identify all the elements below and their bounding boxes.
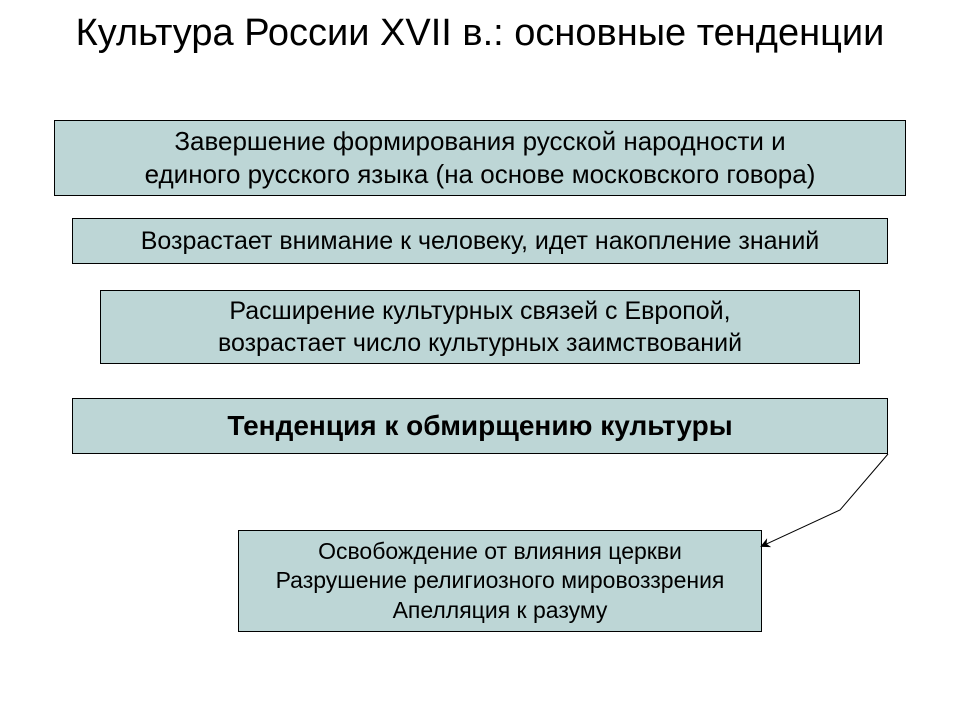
box4-line1: Тенденция к обмирщению культуры: [227, 408, 732, 444]
slide-title: Культура России XVII в.: основные тенден…: [0, 0, 960, 58]
title-line-2: основные тенденции: [514, 12, 884, 54]
box3-line2: возрастает число культурных заимствовани…: [218, 327, 742, 359]
box5-line2: Разрушение религиозного мировоззрения: [276, 566, 725, 595]
title-line-1: Культура России XVII в.:: [76, 12, 504, 54]
box1-line2: единого русского языка (на основе москов…: [145, 158, 816, 191]
box-formation-russian-nationality: Завершение формирования русской народнос…: [54, 120, 906, 196]
box1-line1: Завершение формирования русской народнос…: [174, 125, 785, 158]
box-attention-to-human: Возрастает внимание к человеку, идет нак…: [72, 218, 888, 264]
box-secularization-tendency: Тенденция к обмирщению культуры: [72, 398, 888, 454]
box5-line3: Апелляция к разуму: [393, 596, 608, 625]
box3-line1: Расширение культурных связей с Европой,: [229, 295, 730, 327]
box5-line1: Освобождение от влияния церкви: [318, 537, 682, 566]
box2-line1: Возрастает внимание к человеку, идет нак…: [141, 225, 820, 257]
box-cultural-ties-europe: Расширение культурных связей с Европой, …: [100, 290, 860, 364]
box-church-liberation: Освобождение от влияния церкви Разрушени…: [238, 530, 762, 632]
